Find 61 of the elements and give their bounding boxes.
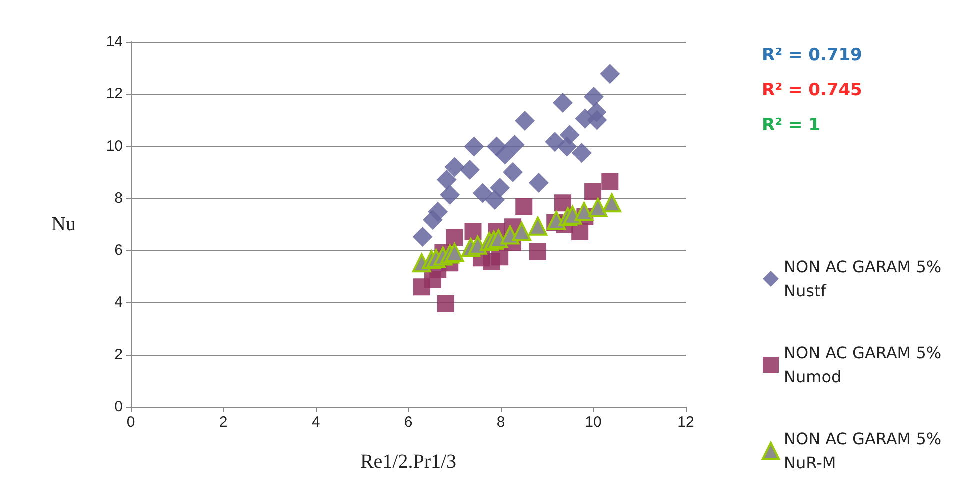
point: [528, 173, 549, 194]
point: [554, 194, 572, 212]
y-tick-label: 8: [114, 190, 123, 207]
point: [584, 183, 602, 200]
y-tick-label: 2: [114, 346, 123, 364]
point: [424, 272, 442, 289]
point: [440, 185, 460, 206]
x-tick-label: 2: [219, 414, 228, 431]
point: [552, 93, 573, 114]
text: R² = 0.745: [762, 80, 862, 100]
point: [464, 136, 484, 157]
point: [574, 202, 594, 222]
point: [423, 210, 444, 230]
point: [445, 243, 464, 262]
point: [528, 216, 548, 236]
y-tick-label: 12: [106, 86, 123, 103]
point: [437, 296, 454, 313]
point: [504, 134, 525, 155]
y-tick-label: 10: [106, 138, 123, 155]
legend-label: NON AC GARAM 5% Numod: [784, 344, 947, 386]
y-tick-label: 4: [114, 294, 123, 312]
point: [530, 243, 546, 260]
legend-label: NON AC GARAM 5% NuR-M: [784, 430, 947, 472]
point: [515, 110, 536, 131]
point: [584, 87, 604, 108]
point: [436, 170, 457, 190]
point: [460, 160, 480, 180]
point: [602, 194, 622, 213]
point: [512, 222, 532, 242]
point: [572, 143, 592, 164]
y-tick-label: 14: [106, 34, 123, 50]
x-axis-title: Re1/2.Pr1/3: [360, 451, 457, 473]
point: [503, 162, 524, 182]
point: [446, 230, 464, 247]
x-tick-label: 6: [404, 414, 413, 431]
point: [489, 229, 508, 248]
y-axis-title: Nu: [52, 214, 76, 236]
point: [557, 136, 578, 157]
point: [516, 198, 533, 216]
legend-label: NON AC GARAM 5% Nustf: [784, 258, 947, 300]
point: [602, 174, 619, 191]
point: [495, 144, 516, 165]
point: [484, 190, 505, 210]
point: [588, 198, 608, 218]
text: R² = 0.719: [762, 46, 862, 66]
point: [472, 183, 493, 204]
point: [464, 224, 482, 241]
point: [586, 102, 607, 122]
y-tick-label: 6: [114, 242, 123, 260]
x-tick-label: 10: [585, 414, 602, 431]
x-tick-label: 12: [678, 414, 694, 431]
x-tick-label: 8: [496, 414, 506, 431]
point: [412, 227, 433, 248]
x-tick-label: 4: [312, 414, 320, 431]
point: [444, 157, 465, 178]
point: [600, 64, 620, 84]
text: R² = 1: [762, 116, 820, 136]
y-tick-label: 0: [114, 398, 123, 416]
point: [563, 206, 582, 225]
x-tick-label: 0: [126, 414, 136, 431]
point: [490, 178, 510, 198]
